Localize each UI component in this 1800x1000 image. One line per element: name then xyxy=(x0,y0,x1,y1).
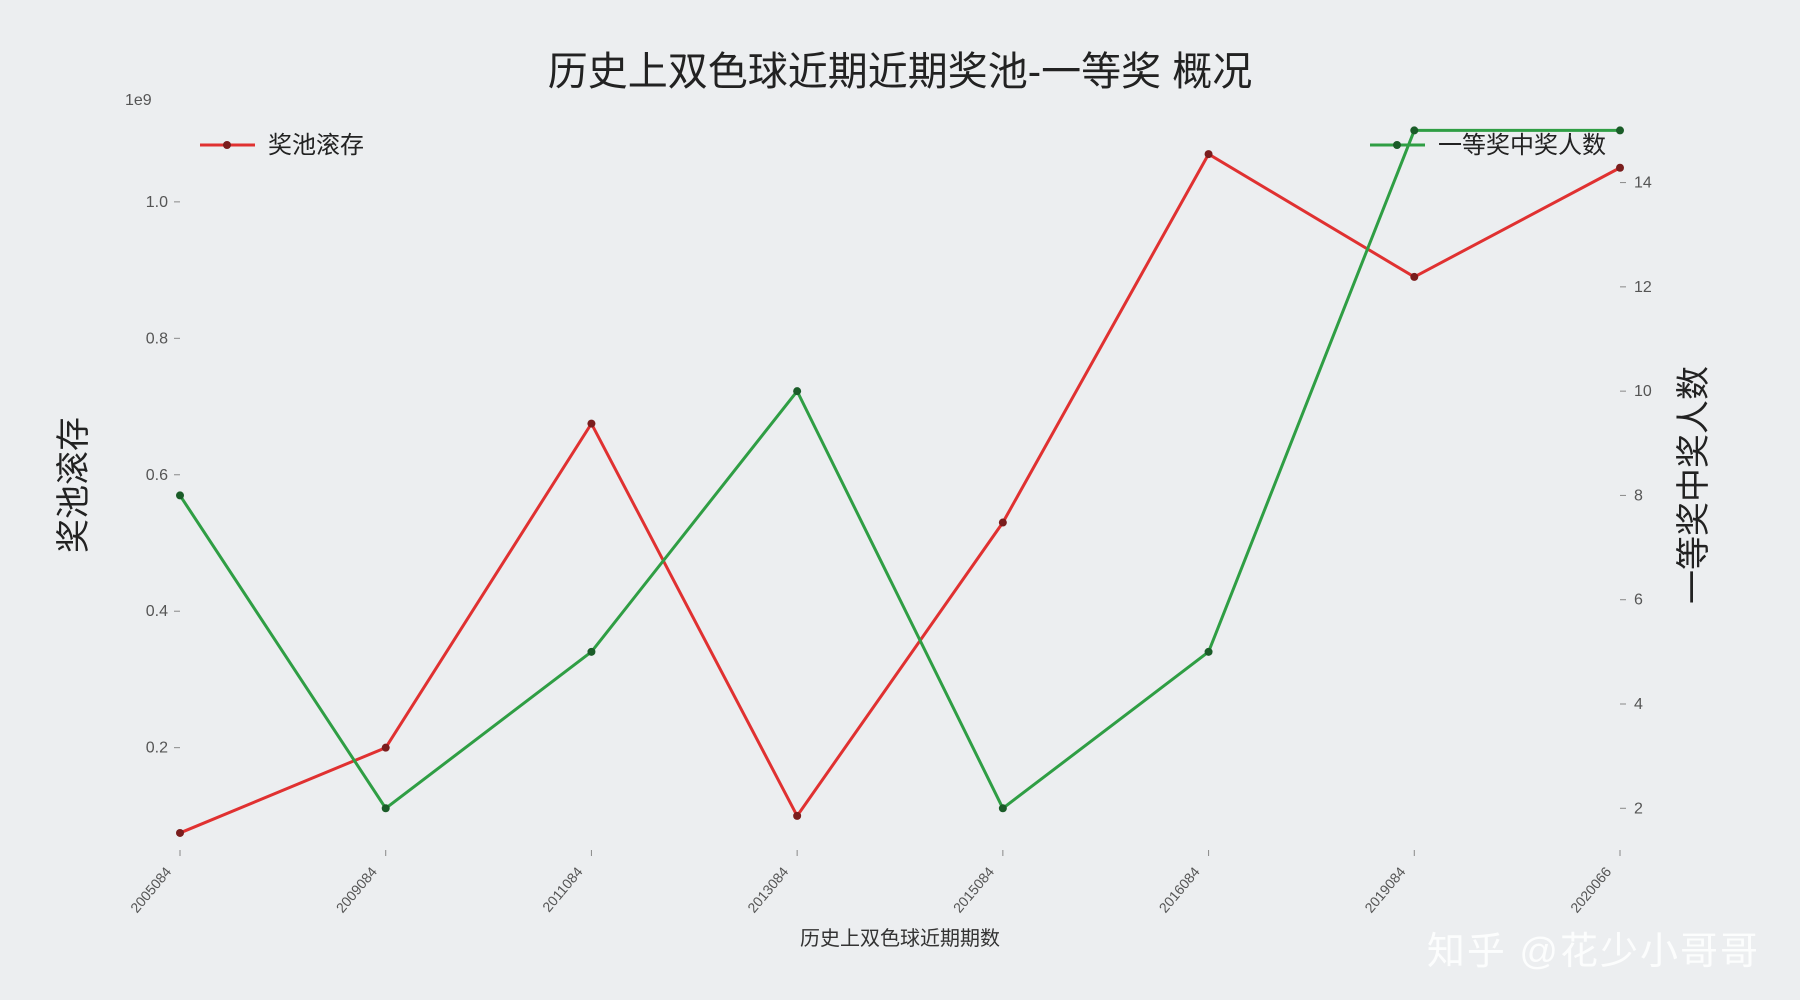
series-marker-1 xyxy=(1616,126,1624,134)
y1-exponent: 1e9 xyxy=(125,92,152,109)
y2-tick-label: 12 xyxy=(1634,279,1652,296)
y1-axis-label: 奖池滚存 xyxy=(55,417,93,553)
series-marker-0 xyxy=(1410,273,1418,281)
series-marker-0 xyxy=(382,744,390,752)
series-marker-0 xyxy=(176,829,184,837)
legend-label-1: 一等奖中奖人数 xyxy=(1438,132,1606,159)
y1-tick-label: 0.6 xyxy=(146,467,168,484)
series-marker-0 xyxy=(1205,150,1213,158)
legend-label-0: 奖池滚存 xyxy=(268,132,364,159)
series-marker-1 xyxy=(1410,126,1418,134)
legend-marker-0 xyxy=(223,141,231,149)
y1-tick-label: 1.0 xyxy=(146,194,168,211)
series-marker-0 xyxy=(587,420,595,428)
y2-tick-label: 4 xyxy=(1634,696,1643,713)
series-marker-1 xyxy=(587,648,595,656)
series-marker-0 xyxy=(1616,164,1624,172)
chart-title: 历史上双色球近期近期奖池-一等奖 概况 xyxy=(548,50,1252,94)
y2-tick-label: 8 xyxy=(1634,487,1643,504)
series-marker-1 xyxy=(1205,648,1213,656)
series-marker-0 xyxy=(793,812,801,820)
y1-tick-label: 0.4 xyxy=(146,603,168,620)
y2-axis-label: 一等奖中奖人数 xyxy=(1675,366,1713,604)
watermark-text: 知乎 @花少小哥哥 xyxy=(1427,920,1760,975)
lottery-dual-axis-chart: 历史上双色球近期近期奖池-一等奖 概况 1e9 0.2 0.4 0.6 0.8 1.0 奖池滚… xyxy=(0,0,1800,1000)
y1-tick-label: 0.2 xyxy=(146,740,168,757)
series-marker-0 xyxy=(999,519,1007,527)
y2-tick-label: 10 xyxy=(1634,383,1652,400)
y2-tick-label: 2 xyxy=(1634,800,1643,817)
series-marker-1 xyxy=(382,804,390,812)
y2-tick-label: 6 xyxy=(1634,592,1643,609)
legend-marker-1 xyxy=(1393,141,1401,149)
x-axis-label: 历史上双色球近期期数 xyxy=(800,927,1000,950)
y1-tick-label: 0.8 xyxy=(146,330,168,347)
series-marker-1 xyxy=(793,387,801,395)
series-marker-1 xyxy=(999,804,1007,812)
y2-tick-label: 14 xyxy=(1634,175,1652,192)
series-marker-1 xyxy=(176,491,184,499)
